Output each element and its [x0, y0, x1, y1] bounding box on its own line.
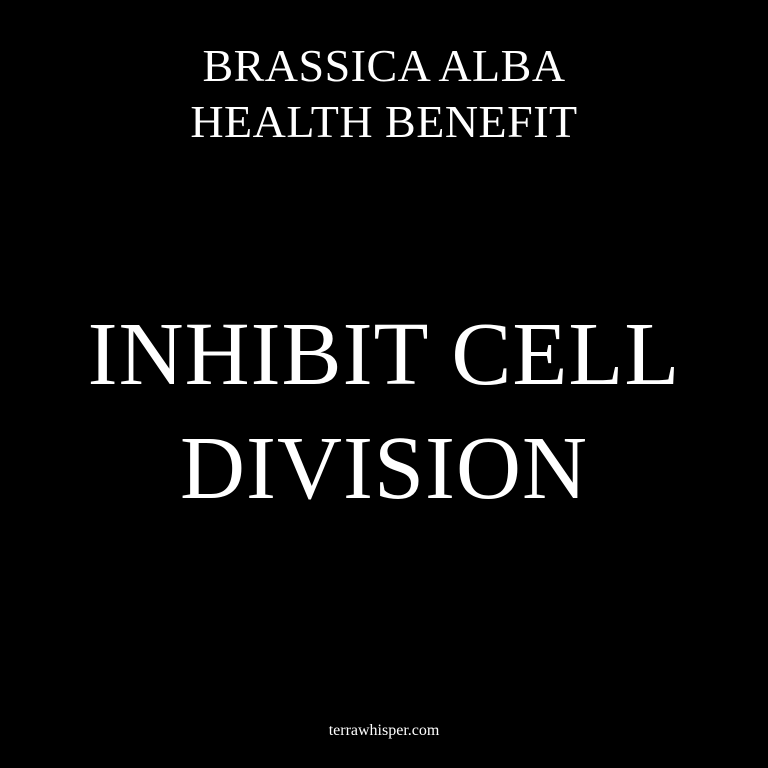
headline-line-1: INHIBIT CELL: [87, 305, 681, 404]
footer-site-url: terrawhisper.com: [328, 722, 440, 739]
subtitle: BRASSICA ALBA HEALTH BENEFIT: [0, 38, 768, 150]
subtitle-line-1: BRASSICA ALBA: [202, 40, 566, 91]
subtitle-line-2: HEALTH BENEFIT: [190, 96, 578, 147]
headline: INHIBIT CELL DIVISION: [0, 298, 768, 526]
headline-line-2: DIVISION: [180, 419, 588, 518]
